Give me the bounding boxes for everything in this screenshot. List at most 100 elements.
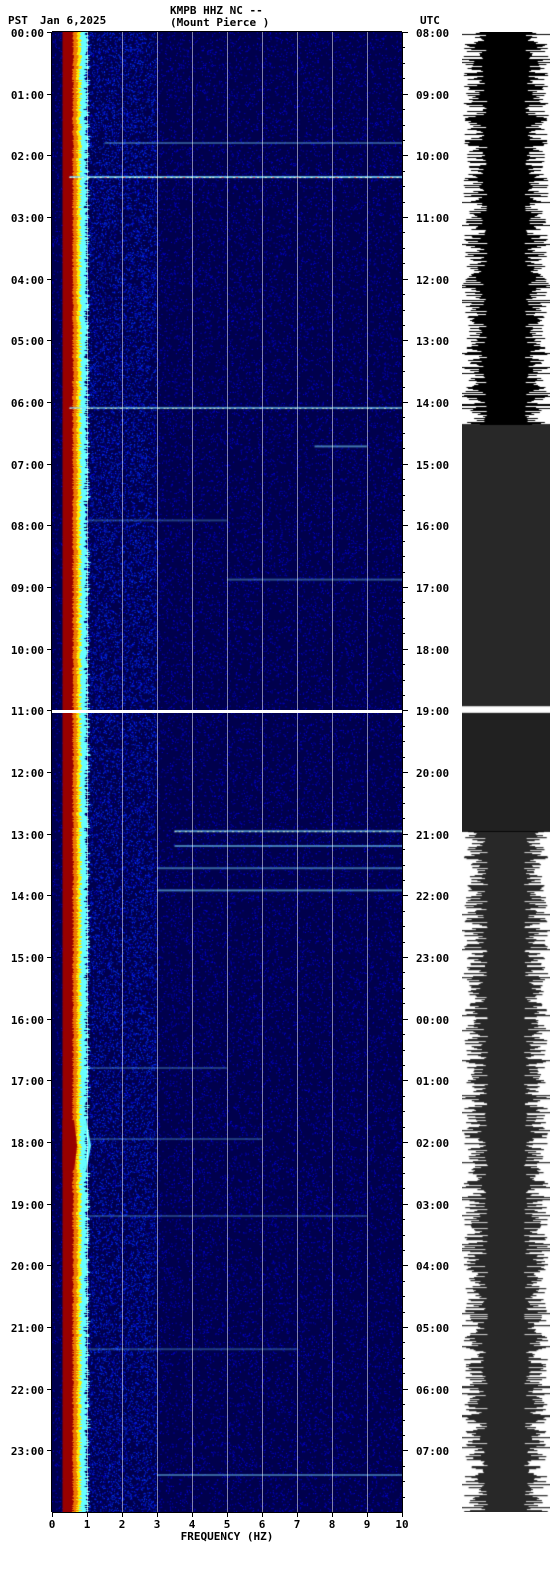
y-right-tick-label: 17:00 [416, 582, 449, 595]
y-right-tick-label: 06:00 [416, 1384, 449, 1397]
y-right-tick-label: 11:00 [416, 212, 449, 225]
y-right-minor-tick [402, 125, 405, 126]
y-right-minor-tick [402, 1235, 405, 1236]
y-left-tick-label: 06:00 [11, 397, 44, 410]
y-left-tick-label: 23:00 [11, 1445, 44, 1458]
y-right-minor-tick [402, 1404, 405, 1405]
y-right-minor-tick [402, 803, 405, 804]
y-right-tick-label: 20:00 [416, 767, 449, 780]
y-right-minor-tick [402, 433, 405, 434]
location-label: (Mount Pierce ) [170, 16, 269, 29]
y-left-tick-label: 19:00 [11, 1199, 44, 1212]
y-left-tick-label: 16:00 [11, 1014, 44, 1027]
y-left-tick-label: 07:00 [11, 459, 44, 472]
x-tick-label: 1 [84, 1518, 91, 1531]
y-left-tick-mark [47, 834, 52, 835]
y-left-tick-label: 09:00 [11, 582, 44, 595]
chart-header: PST Jan 6,2025 KMPB HHZ NC -- (Mount Pie… [0, 4, 552, 30]
y-right-minor-tick [402, 140, 405, 141]
y-left-tick-label: 01:00 [11, 89, 44, 102]
y-right-tick-label: 16:00 [416, 520, 449, 533]
y-right-minor-tick [402, 572, 405, 573]
y-left-tick-label: 03:00 [11, 212, 44, 225]
waveform-plot [462, 32, 550, 1512]
y-right-minor-tick [402, 1435, 405, 1436]
x-tick-mark [262, 1512, 263, 1517]
y-left-tick-label: 12:00 [11, 767, 44, 780]
y-left-tick-label: 13:00 [11, 829, 44, 842]
y-right-tick-label: 02:00 [416, 1137, 449, 1150]
y-axis-right: 08:0009:0010:0011:0012:0013:0014:0015:00… [402, 32, 458, 1512]
x-tick-mark [52, 1512, 53, 1517]
x-tick-mark [122, 1512, 123, 1517]
y-right-minor-tick [402, 310, 405, 311]
x-tick-label: 2 [119, 1518, 126, 1531]
y-right-minor-tick [402, 865, 405, 866]
y-right-minor-tick [402, 942, 405, 943]
y-right-minor-tick [402, 633, 405, 634]
y-right-minor-tick [402, 1296, 405, 1297]
y-right-minor-tick [402, 757, 405, 758]
y-axis-left: 00:0001:0002:0003:0004:0005:0006:0007:00… [0, 32, 52, 1512]
y-right-tick-mark [402, 834, 408, 835]
y-right-minor-tick [402, 263, 405, 264]
y-left-tick-mark [47, 1265, 52, 1266]
y-right-tick-mark [402, 340, 408, 341]
y-right-tick-mark [402, 957, 408, 958]
y-right-minor-tick [402, 1250, 405, 1251]
y-left-tick-mark [47, 1080, 52, 1081]
y-left-tick-mark [47, 772, 52, 773]
y-right-minor-tick [402, 171, 405, 172]
y-right-minor-tick [402, 1342, 405, 1343]
tz-left-label: PST [8, 14, 28, 27]
y-right-tick-mark [402, 649, 408, 650]
y-right-tick-label: 09:00 [416, 89, 449, 102]
x-tick-mark [402, 1512, 403, 1517]
y-right-minor-tick [402, 371, 405, 372]
y-right-tick-label: 01:00 [416, 1075, 449, 1088]
y-right-minor-tick [402, 556, 405, 557]
date-label: Jan 6,2025 [40, 14, 106, 27]
y-left-tick-mark [47, 587, 52, 588]
y-right-minor-tick [402, 1373, 405, 1374]
y-left-tick-mark [47, 464, 52, 465]
spec-border-top [52, 31, 402, 32]
y-left-tick-mark [47, 895, 52, 896]
x-tick-mark [227, 1512, 228, 1517]
y-right-minor-tick [402, 680, 405, 681]
y-right-minor-tick [402, 448, 405, 449]
y-right-tick-mark [402, 1019, 408, 1020]
y-left-tick-label: 08:00 [11, 520, 44, 533]
y-left-tick-mark [47, 1142, 52, 1143]
y-left-tick-label: 20:00 [11, 1260, 44, 1273]
x-tick-label: 3 [154, 1518, 161, 1531]
y-right-tick-label: 18:00 [416, 644, 449, 657]
y-right-minor-tick [402, 1466, 405, 1467]
y-right-tick-mark [402, 1327, 408, 1328]
y-right-tick-mark [402, 402, 408, 403]
grid-line [367, 32, 368, 1512]
y-left-tick-mark [47, 1327, 52, 1328]
y-right-tick-label: 10:00 [416, 150, 449, 163]
y-left-tick-mark [47, 1450, 52, 1451]
y-right-tick-mark [402, 895, 408, 896]
grid-line [87, 32, 88, 1512]
x-tick-label: 7 [294, 1518, 301, 1531]
y-right-tick-label: 08:00 [416, 27, 449, 40]
y-right-minor-tick [402, 1127, 405, 1128]
y-left-tick-mark [47, 279, 52, 280]
y-right-minor-tick [402, 695, 405, 696]
y-right-tick-label: 12:00 [416, 274, 449, 287]
y-right-tick-label: 00:00 [416, 1014, 449, 1027]
y-right-minor-tick [402, 880, 405, 881]
y-left-tick-mark [47, 1204, 52, 1205]
y-right-minor-tick [402, 849, 405, 850]
y-right-minor-tick [402, 202, 405, 203]
y-right-minor-tick [402, 1219, 405, 1220]
y-right-minor-tick [402, 741, 405, 742]
y-right-minor-tick [402, 1281, 405, 1282]
y-left-tick-label: 21:00 [11, 1322, 44, 1335]
y-left-tick-label: 02:00 [11, 150, 44, 163]
y-right-minor-tick [402, 911, 405, 912]
y-right-tick-label: 07:00 [416, 1445, 449, 1458]
